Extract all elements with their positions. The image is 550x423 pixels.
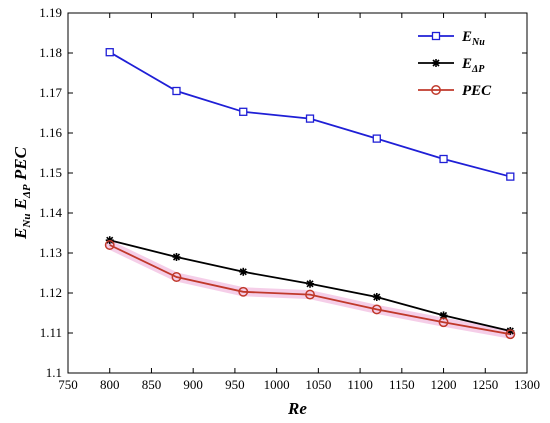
- data-point: [305, 114, 315, 123]
- y-tick-label: 1.19: [39, 5, 62, 20]
- data-point: [306, 279, 315, 288]
- legend-marker: [432, 59, 440, 67]
- data-point: [172, 253, 181, 261]
- data-point: [104, 240, 115, 250]
- legend-label: PEC: [462, 83, 492, 99]
- star-core: [434, 61, 438, 65]
- x-tick-label: 1150: [389, 377, 415, 392]
- x-tick-label: 1250: [472, 377, 498, 392]
- data-point: [372, 134, 381, 143]
- axes-layer: 750 800 850 900 950 1000 1050 1100 1150 1200 1250 1…: [39, 5, 540, 392]
- plot-frame: [67, 12, 528, 374]
- x-tick-label: 1200: [431, 377, 457, 392]
- series-circle: [104, 240, 516, 340]
- y-tick-label: 1.18: [39, 45, 62, 60]
- x-tick-label: 1000: [264, 377, 290, 392]
- y-tick-label: 1.13: [39, 245, 62, 260]
- x-tick-label: 1100: [347, 377, 373, 392]
- x-tick-label: 750: [58, 377, 78, 392]
- series-layer: [104, 48, 516, 340]
- series-square: [105, 48, 515, 181]
- star-core: [308, 281, 313, 286]
- data-point: [172, 86, 181, 96]
- data-point: [239, 267, 248, 276]
- data-point: [371, 304, 382, 315]
- x-tick-label: 1050: [305, 377, 331, 392]
- star-core: [241, 269, 246, 274]
- star-core: [441, 313, 446, 318]
- star-core: [174, 255, 179, 259]
- y-tick-label: 1.14: [39, 205, 62, 220]
- y-tick-label: 1.15: [39, 165, 62, 180]
- data-point: [238, 286, 249, 297]
- y-tick-label: 1.12: [39, 285, 62, 300]
- y-axis-title: ENu EΔP PEC: [11, 146, 33, 240]
- x-tick-label: 800: [100, 377, 120, 392]
- data-point: [439, 154, 448, 164]
- x-tick-label: 900: [183, 377, 203, 392]
- y-tick-label: 1.16: [39, 125, 62, 140]
- data-point: [506, 172, 515, 181]
- star-core: [374, 295, 379, 299]
- series-line: [109, 244, 511, 336]
- x-tick-label: 950: [225, 377, 245, 392]
- y-tick-label: 1.17: [39, 85, 62, 100]
- legend-marker: [431, 31, 441, 41]
- y-tick-label: 1.1: [46, 365, 62, 380]
- data-point: [438, 317, 449, 328]
- x-tick-label: 850: [142, 377, 162, 392]
- data-point: [505, 329, 516, 340]
- x-tick-label: 1300: [514, 377, 540, 392]
- data-point: [305, 289, 315, 300]
- data-point: [239, 107, 248, 116]
- legend-marker: [431, 85, 441, 95]
- data-point: [105, 48, 114, 57]
- data-point: [171, 272, 182, 282]
- data-point: [372, 293, 381, 301]
- x-axis-title: Re: [287, 399, 307, 418]
- y-tick-label: 1.11: [40, 325, 62, 340]
